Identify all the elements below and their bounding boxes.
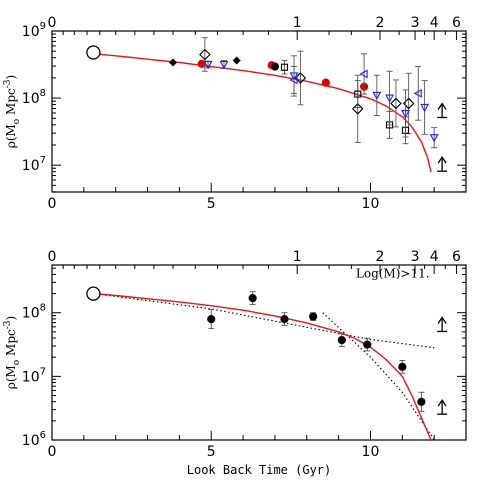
bottom-point-filled-circle	[337, 335, 346, 345]
top-x-tick-label: 5	[207, 196, 216, 212]
bottom-point-filled-circle	[398, 362, 407, 371]
top-top-tick-label: 3	[411, 15, 420, 31]
top-point-open-triangle-down	[429, 134, 439, 143]
bottom-top-tick-label: 1	[293, 249, 302, 265]
top-plot-frame	[51, 30, 467, 193]
top-top-tick-label: 6	[452, 15, 461, 31]
bottom-x-tick-label: 10	[362, 444, 380, 460]
top-x-tick-label: 10	[362, 196, 380, 212]
top-y-tick-label: 109	[22, 21, 46, 40]
bottom-dotted-line	[93, 293, 435, 349]
bottom-top-tick-label: 2	[376, 249, 385, 265]
top-point-open-triangle-left	[359, 69, 368, 79]
top-point-filled-diamond	[232, 56, 241, 65]
bottom-point-filled-circle	[417, 397, 426, 406]
bottom-x-tick-label: 0	[48, 444, 57, 460]
bottom-y-tick-label: 107	[22, 366, 46, 385]
bottom-dotted-line	[322, 312, 435, 441]
bottom-limit-arrow-head	[437, 316, 447, 324]
bottom-point-filled-circle	[309, 312, 318, 321]
top-y-tick-label: 107	[22, 155, 46, 174]
bottom-x-tick-label: 5	[207, 444, 216, 460]
top-limit-arrow-head	[437, 102, 447, 110]
top-point-open-triangle-down	[401, 109, 410, 119]
bottom-top-tick-label: 4	[430, 249, 439, 265]
bottom-x-axis-title: Look Back Time (Gyr)	[187, 463, 332, 477]
top-point-open-triangle-down	[420, 103, 430, 113]
bottom-point-filled-circle	[207, 314, 216, 324]
top-point-open-diamond	[351, 103, 364, 115]
top-top-tick-label: 2	[376, 15, 385, 31]
top-limit-arrow-head	[437, 155, 447, 164]
bottom-top-tick-label: 0	[48, 249, 57, 265]
bottom-point-filled-circle	[280, 314, 289, 324]
top-y-axis-title: ρ(Mo Mpc-3)	[3, 75, 22, 148]
bottom-plot-frame	[51, 264, 467, 441]
top-point-open-triangle-down	[372, 91, 382, 101]
top-point-open-triangle-down	[385, 94, 394, 103]
top-point-open-diamond	[390, 97, 402, 110]
top-point-open-diamond	[199, 48, 211, 61]
top-top-tick-label: 4	[430, 15, 439, 31]
top-point-filled-circle	[270, 62, 280, 71]
top-point-open-triangle-left	[413, 88, 422, 98]
bottom-top-tick-label: 3	[411, 249, 420, 265]
bottom-point-filled-circle	[248, 293, 257, 303]
top-point-open-square	[354, 90, 362, 98]
top-point-filled-diamond	[169, 58, 178, 67]
bottom-y-tick-label: 106	[22, 430, 46, 449]
top-point-open-triangle-left	[289, 75, 298, 85]
bottom-point-filled-circle	[363, 340, 372, 349]
bottom-y-tick-label: 108	[22, 303, 46, 322]
top-point-open-square	[280, 63, 289, 71]
bottom-top-tick-label: 6	[452, 249, 461, 265]
top-point-open-triangle-down	[219, 60, 229, 70]
top-point-open-triangle-down	[203, 60, 213, 70]
bottom-annotation: Log(M)>11.	[356, 267, 430, 281]
bottom-point-open-circle	[86, 286, 101, 301]
top-x-tick-label: 0	[48, 196, 57, 212]
bottom-model-curve	[93, 292, 432, 441]
top-top-tick-label: 0	[48, 15, 57, 31]
bottom-y-axis-title: ρ(Mo Mpc-3)	[3, 316, 22, 389]
top-y-tick-label: 108	[22, 88, 46, 107]
top-point-open-circle	[86, 45, 101, 60]
top-top-tick-label: 1	[293, 15, 302, 31]
top-point-filled-circle	[321, 78, 330, 87]
bottom-limit-arrow-head	[437, 399, 447, 407]
top-model-curve	[93, 53, 432, 173]
